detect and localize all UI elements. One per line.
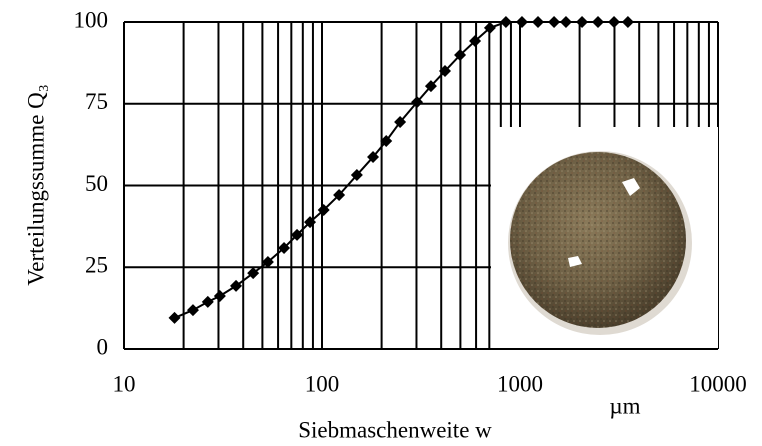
data-point [187, 304, 199, 316]
y-tick-label: 75 [85, 89, 108, 114]
data-point [532, 16, 544, 28]
chart: Verteilungssumme Q₃ Siebmaschenweite w µ… [0, 0, 762, 446]
data-point [608, 16, 620, 28]
data-point [202, 296, 214, 308]
x-tick-label: 10 [113, 371, 136, 396]
y-axis-label: Verteilungssumme Q₃ [23, 84, 48, 286]
x-tick-label: 100 [305, 371, 340, 396]
data-point [622, 16, 634, 28]
x-tick-label: 1000 [497, 371, 543, 396]
y-tick-label: 0 [97, 334, 109, 359]
y-tick-label: 100 [74, 7, 109, 32]
data-point [214, 290, 226, 302]
x-axis-label: Siebmaschenweite w [298, 417, 492, 442]
x-tick-label: 10000 [689, 371, 747, 396]
soil-texture [510, 152, 686, 328]
data-point [592, 16, 604, 28]
data-point [516, 16, 528, 28]
y-tick-label: 50 [85, 171, 108, 196]
y-tick-label: 25 [85, 253, 108, 278]
photo-panel [491, 127, 718, 348]
data-point [169, 312, 181, 324]
data-point [560, 16, 572, 28]
data-point [576, 16, 588, 28]
data-point [548, 16, 560, 28]
x-axis-unit: µm [609, 393, 640, 418]
